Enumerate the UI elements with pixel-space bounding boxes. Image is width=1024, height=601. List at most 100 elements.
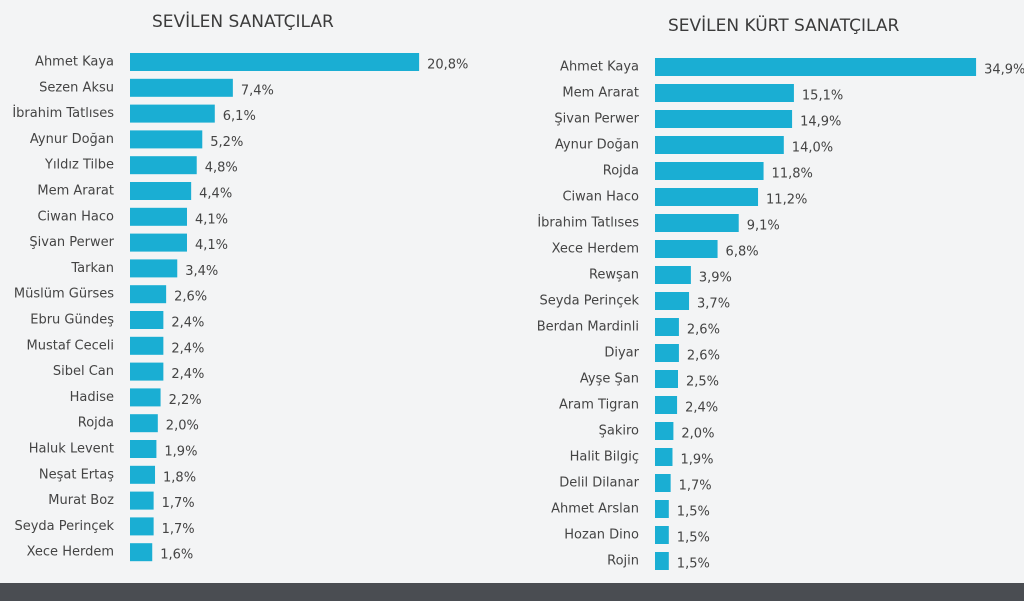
- value-label: 11,8%: [772, 167, 813, 182]
- bar: [130, 285, 167, 304]
- bar: [130, 259, 178, 278]
- value-label: 1,7%: [162, 496, 195, 511]
- value-label: 2,4%: [171, 367, 204, 382]
- category-label: Ahmet Arslan: [551, 502, 639, 517]
- bar: [655, 422, 674, 440]
- bar: [655, 370, 678, 388]
- value-label: 1,5%: [677, 557, 710, 572]
- category-label: Sezen Aksu: [39, 80, 114, 95]
- category-label: Tarkan: [70, 261, 114, 276]
- category-label: Xece Herdem: [27, 545, 114, 560]
- category-label: Neşat Ertaş: [39, 467, 114, 482]
- bar: [130, 156, 197, 175]
- category-label: Rewşan: [589, 268, 639, 283]
- bar: [130, 207, 187, 226]
- category-label: Xece Herdem: [552, 242, 639, 257]
- value-label: 9,1%: [747, 219, 780, 234]
- category-label: Müslüm Gürses: [14, 287, 114, 302]
- value-label: 3,9%: [699, 271, 732, 286]
- category-label: Ciwan Haco: [562, 190, 639, 205]
- value-label: 1,9%: [680, 453, 713, 468]
- bar: [655, 266, 691, 284]
- category-label: Yıldız Tilbe: [44, 158, 114, 173]
- value-label: 2,4%: [171, 316, 204, 331]
- value-label: 2,0%: [681, 427, 714, 442]
- bar: [655, 214, 739, 232]
- value-label: 14,0%: [792, 141, 833, 156]
- value-label: 1,5%: [677, 505, 710, 520]
- value-label: 2,5%: [686, 375, 719, 390]
- bar: [655, 188, 759, 206]
- category-label: Şakiro: [599, 424, 639, 439]
- value-label: 2,2%: [169, 393, 202, 408]
- value-label: 15,1%: [802, 89, 843, 104]
- value-label: 4,1%: [195, 238, 228, 253]
- value-label: 1,9%: [164, 445, 197, 460]
- value-label: 1,5%: [677, 531, 710, 546]
- category-label: Aram Tigran: [559, 398, 639, 413]
- screen: [0, 0, 1024, 583]
- category-label: Haluk Levent: [29, 442, 114, 457]
- value-label: 1,7%: [679, 479, 712, 494]
- bar: [130, 543, 153, 562]
- category-label: Mustaf Ceceli: [27, 338, 114, 353]
- bar: [655, 58, 977, 76]
- value-label: 3,7%: [697, 297, 730, 312]
- bar: [130, 233, 187, 252]
- screen-bezel: [0, 583, 1024, 601]
- value-label: 2,4%: [685, 401, 718, 416]
- category-label: Aynur Doğan: [30, 132, 114, 147]
- category-label: Ebru Gündeş: [30, 313, 114, 328]
- category-label: Ayşe Şan: [580, 372, 639, 387]
- category-label: Mem Ararat: [562, 86, 639, 101]
- value-label: 5,2%: [210, 135, 243, 150]
- bar: [655, 526, 669, 544]
- bar: [130, 414, 158, 433]
- category-label: İbrahim Tatlıses: [537, 215, 639, 231]
- value-label: 2,6%: [687, 349, 720, 364]
- category-label: Sibel Can: [53, 364, 114, 379]
- category-label: Seyda Perinçek: [539, 294, 639, 309]
- bar: [655, 110, 793, 128]
- value-label: 2,6%: [687, 323, 720, 338]
- value-label: 7,4%: [241, 83, 274, 98]
- value-label: 6,1%: [223, 109, 256, 124]
- bar: [655, 292, 690, 310]
- category-label: Hadise: [70, 390, 114, 405]
- value-label: 3,4%: [185, 264, 218, 279]
- category-label: Ahmet Kaya: [35, 55, 114, 70]
- value-label: 4,8%: [205, 161, 238, 176]
- category-label: Rojda: [78, 416, 114, 431]
- bar: [655, 318, 679, 336]
- bar: [130, 388, 161, 407]
- category-label: Delil Dilanar: [559, 476, 639, 491]
- bar: [130, 336, 164, 355]
- category-label: Şivan Perwer: [554, 112, 639, 127]
- value-label: 2,0%: [166, 419, 199, 434]
- value-label: 2,4%: [171, 341, 204, 356]
- bar: [655, 396, 678, 414]
- value-label: 34,9%: [984, 63, 1024, 78]
- bar: [130, 362, 164, 381]
- category-label: Rojin: [607, 554, 639, 569]
- bar: [130, 440, 157, 458]
- value-label: 20,8%: [427, 58, 468, 73]
- chart-title: SEVİLEN KÜRT SANATÇILAR: [668, 14, 900, 36]
- value-label: 1,7%: [162, 522, 195, 537]
- category-label: Halit Bilgiç: [570, 450, 639, 465]
- chart-title: SEVİLEN SANATÇILAR: [152, 11, 334, 32]
- category-label: Seyda Perinçek: [14, 519, 114, 534]
- category-label: Murat Boz: [48, 493, 114, 508]
- value-label: 4,1%: [195, 212, 228, 227]
- category-label: Hozan Dino: [564, 528, 639, 543]
- bar: [130, 517, 154, 536]
- category-label: Rojda: [603, 164, 639, 179]
- value-label: 11,2%: [766, 193, 807, 208]
- bar: [655, 344, 679, 362]
- bar: [130, 491, 154, 510]
- category-label: Şivan Perwer: [29, 235, 114, 250]
- bar: [130, 182, 192, 200]
- category-label: Aynur Doğan: [555, 138, 639, 153]
- bar: [130, 130, 203, 149]
